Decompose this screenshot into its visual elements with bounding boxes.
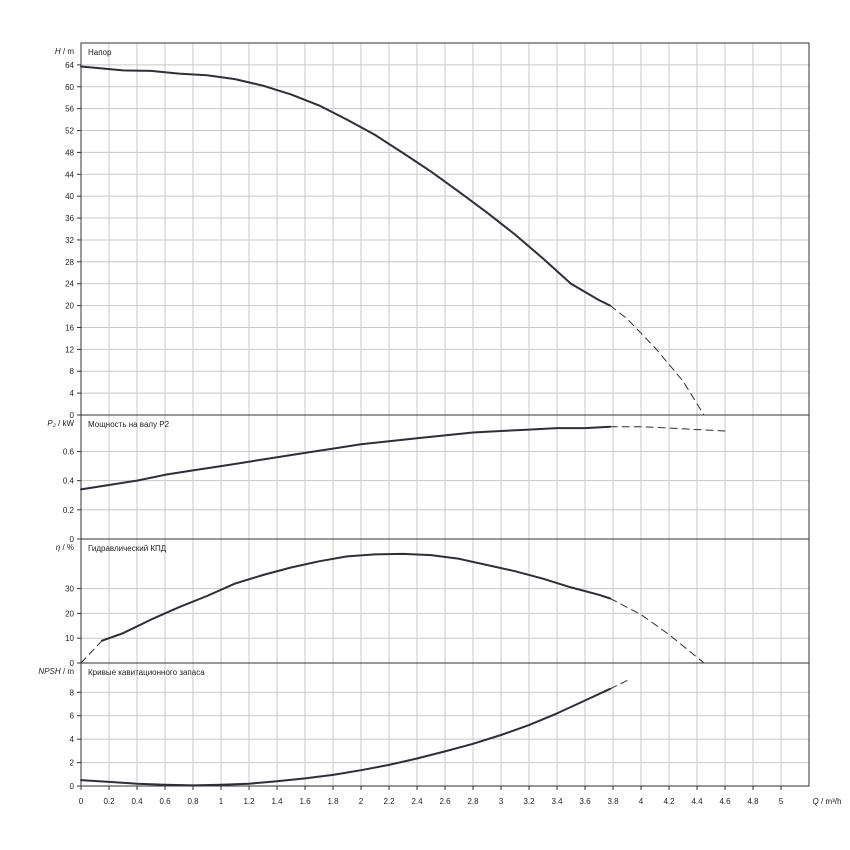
y-axis-unit: / % <box>60 543 74 552</box>
x-tick-label: 1.2 <box>243 797 255 806</box>
y-tick-label: 0.4 <box>63 477 75 486</box>
y-axis-unit: / m <box>61 667 75 676</box>
curve-dashed-2 <box>609 426 726 432</box>
y-tick-label: 8 <box>70 367 75 376</box>
x-tick-label: 0.2 <box>103 797 115 806</box>
y-tick-label: 0.6 <box>63 447 75 456</box>
x-tick-label: 4.2 <box>663 797 675 806</box>
x-tick-label: 1.4 <box>271 797 283 806</box>
curve-dashed-2 <box>80 640 103 664</box>
y-axis-unit: / m <box>61 47 75 56</box>
y-tick-label: 64 <box>65 61 74 70</box>
y-tick-label: 10 <box>65 634 74 643</box>
x-tick-label: 1 <box>219 797 224 806</box>
y-tick-label: 20 <box>65 609 74 618</box>
x-tick-label: 3 <box>499 797 504 806</box>
panel-3: 0 10 20 30 η / % Гидравлический КПД <box>56 538 810 668</box>
x-tick-label: 4 <box>639 797 644 806</box>
y-tick-label: 48 <box>65 148 74 157</box>
y-tick-label: 0 <box>70 411 75 420</box>
x-tick-label: 0.8 <box>187 797 199 806</box>
y-tick-label: 32 <box>65 236 74 245</box>
x-tick-label: 2.6 <box>439 797 451 806</box>
y-axis-label: η / % <box>56 543 74 552</box>
curve-solid-1 <box>80 687 612 787</box>
y-tick-label: 30 <box>65 585 74 594</box>
curve-dashed-2 <box>609 680 628 690</box>
panel-2: 0 0.2 0.4 0.6 P₂ / kW Мощность на валу P2 <box>47 414 810 544</box>
panel-title: Гидравлический КПД <box>88 544 167 553</box>
x-tick-label: 4.4 <box>691 797 703 806</box>
y-tick-label: 0.2 <box>63 506 75 515</box>
y-axis-label: H / m <box>55 47 74 56</box>
x-tick-label: 3.2 <box>523 797 535 806</box>
y-tick-label: 56 <box>65 105 74 114</box>
y-tick-label: 24 <box>65 280 74 289</box>
curve-dashed-2 <box>609 305 705 416</box>
x-tick-label: 4.8 <box>747 797 759 806</box>
y-tick-label: 8 <box>70 688 75 697</box>
x-tick-label: 2 <box>359 797 364 806</box>
x-tick-label: 0 <box>79 797 84 806</box>
panel-title: Кривые кавитационного запаса <box>88 668 205 677</box>
y-tick-label: 40 <box>65 192 74 201</box>
y-tick-label: 36 <box>65 214 74 223</box>
y-axis-symbol: H <box>55 47 61 56</box>
y-tick-label: 0 <box>70 659 75 668</box>
y-tick-label: 4 <box>70 735 75 744</box>
panel-4: 0 2 4 6 8 NPSH / m Кривые кавитационного запас… <box>38 662 810 791</box>
curve-solid-1 <box>101 552 612 642</box>
x-axis-symbol: Q <box>813 797 819 806</box>
y-axis-label: P₂ / kW <box>47 419 74 428</box>
x-tick-label: 2.4 <box>411 797 423 806</box>
x-axis-unit: / m³/h <box>819 797 842 806</box>
x-tick-label: 2.2 <box>383 797 395 806</box>
y-tick-label: 16 <box>65 323 74 332</box>
curve-solid-1 <box>80 65 612 307</box>
x-axis-label: Q / m³/h <box>813 797 842 806</box>
x-tick-label: 0.4 <box>131 797 143 806</box>
y-axis-symbol: η <box>56 543 61 552</box>
y-tick-label: 12 <box>65 345 74 354</box>
y-tick-label: 2 <box>70 759 75 768</box>
y-tick-label: 44 <box>65 170 74 179</box>
y-axis-symbol: P₂ <box>47 419 55 428</box>
y-axis-unit: / kW <box>56 419 75 428</box>
y-tick-label: 60 <box>65 83 74 92</box>
y-tick-label: 28 <box>65 258 74 267</box>
y-tick-label: 20 <box>65 302 74 311</box>
panel-title: Мощность на валу P2 <box>88 420 170 429</box>
x-tick-label: 3.8 <box>607 797 619 806</box>
x-tick-label: 5 <box>779 797 784 806</box>
y-axis-label: NPSH / m <box>38 667 74 676</box>
curve-solid-1 <box>80 425 612 491</box>
x-tick-label: 1.8 <box>327 797 339 806</box>
y-tick-label: 52 <box>65 127 74 136</box>
x-tick-label: 2.8 <box>467 797 479 806</box>
x-axis: 0 0.2 0.4 0.6 0.8 1 1.2 1.4 1.6 1.8 2 2.2 2.4 2.6 2.8 3… <box>79 786 842 806</box>
y-tick-label: 4 <box>70 389 75 398</box>
y-tick-label: 6 <box>70 712 75 721</box>
y-axis-symbol: NPSH <box>38 667 60 676</box>
panel-title: Напор <box>88 48 112 57</box>
y-tick-label: 0 <box>70 535 75 544</box>
x-tick-label: 1.6 <box>299 797 311 806</box>
x-tick-label: 3.6 <box>579 797 591 806</box>
curve-dashed-3 <box>609 598 705 664</box>
x-tick-label: 4.6 <box>719 797 731 806</box>
y-tick-label: 0 <box>70 782 75 791</box>
x-tick-label: 0.6 <box>159 797 171 806</box>
x-tick-label: 3.4 <box>551 797 563 806</box>
